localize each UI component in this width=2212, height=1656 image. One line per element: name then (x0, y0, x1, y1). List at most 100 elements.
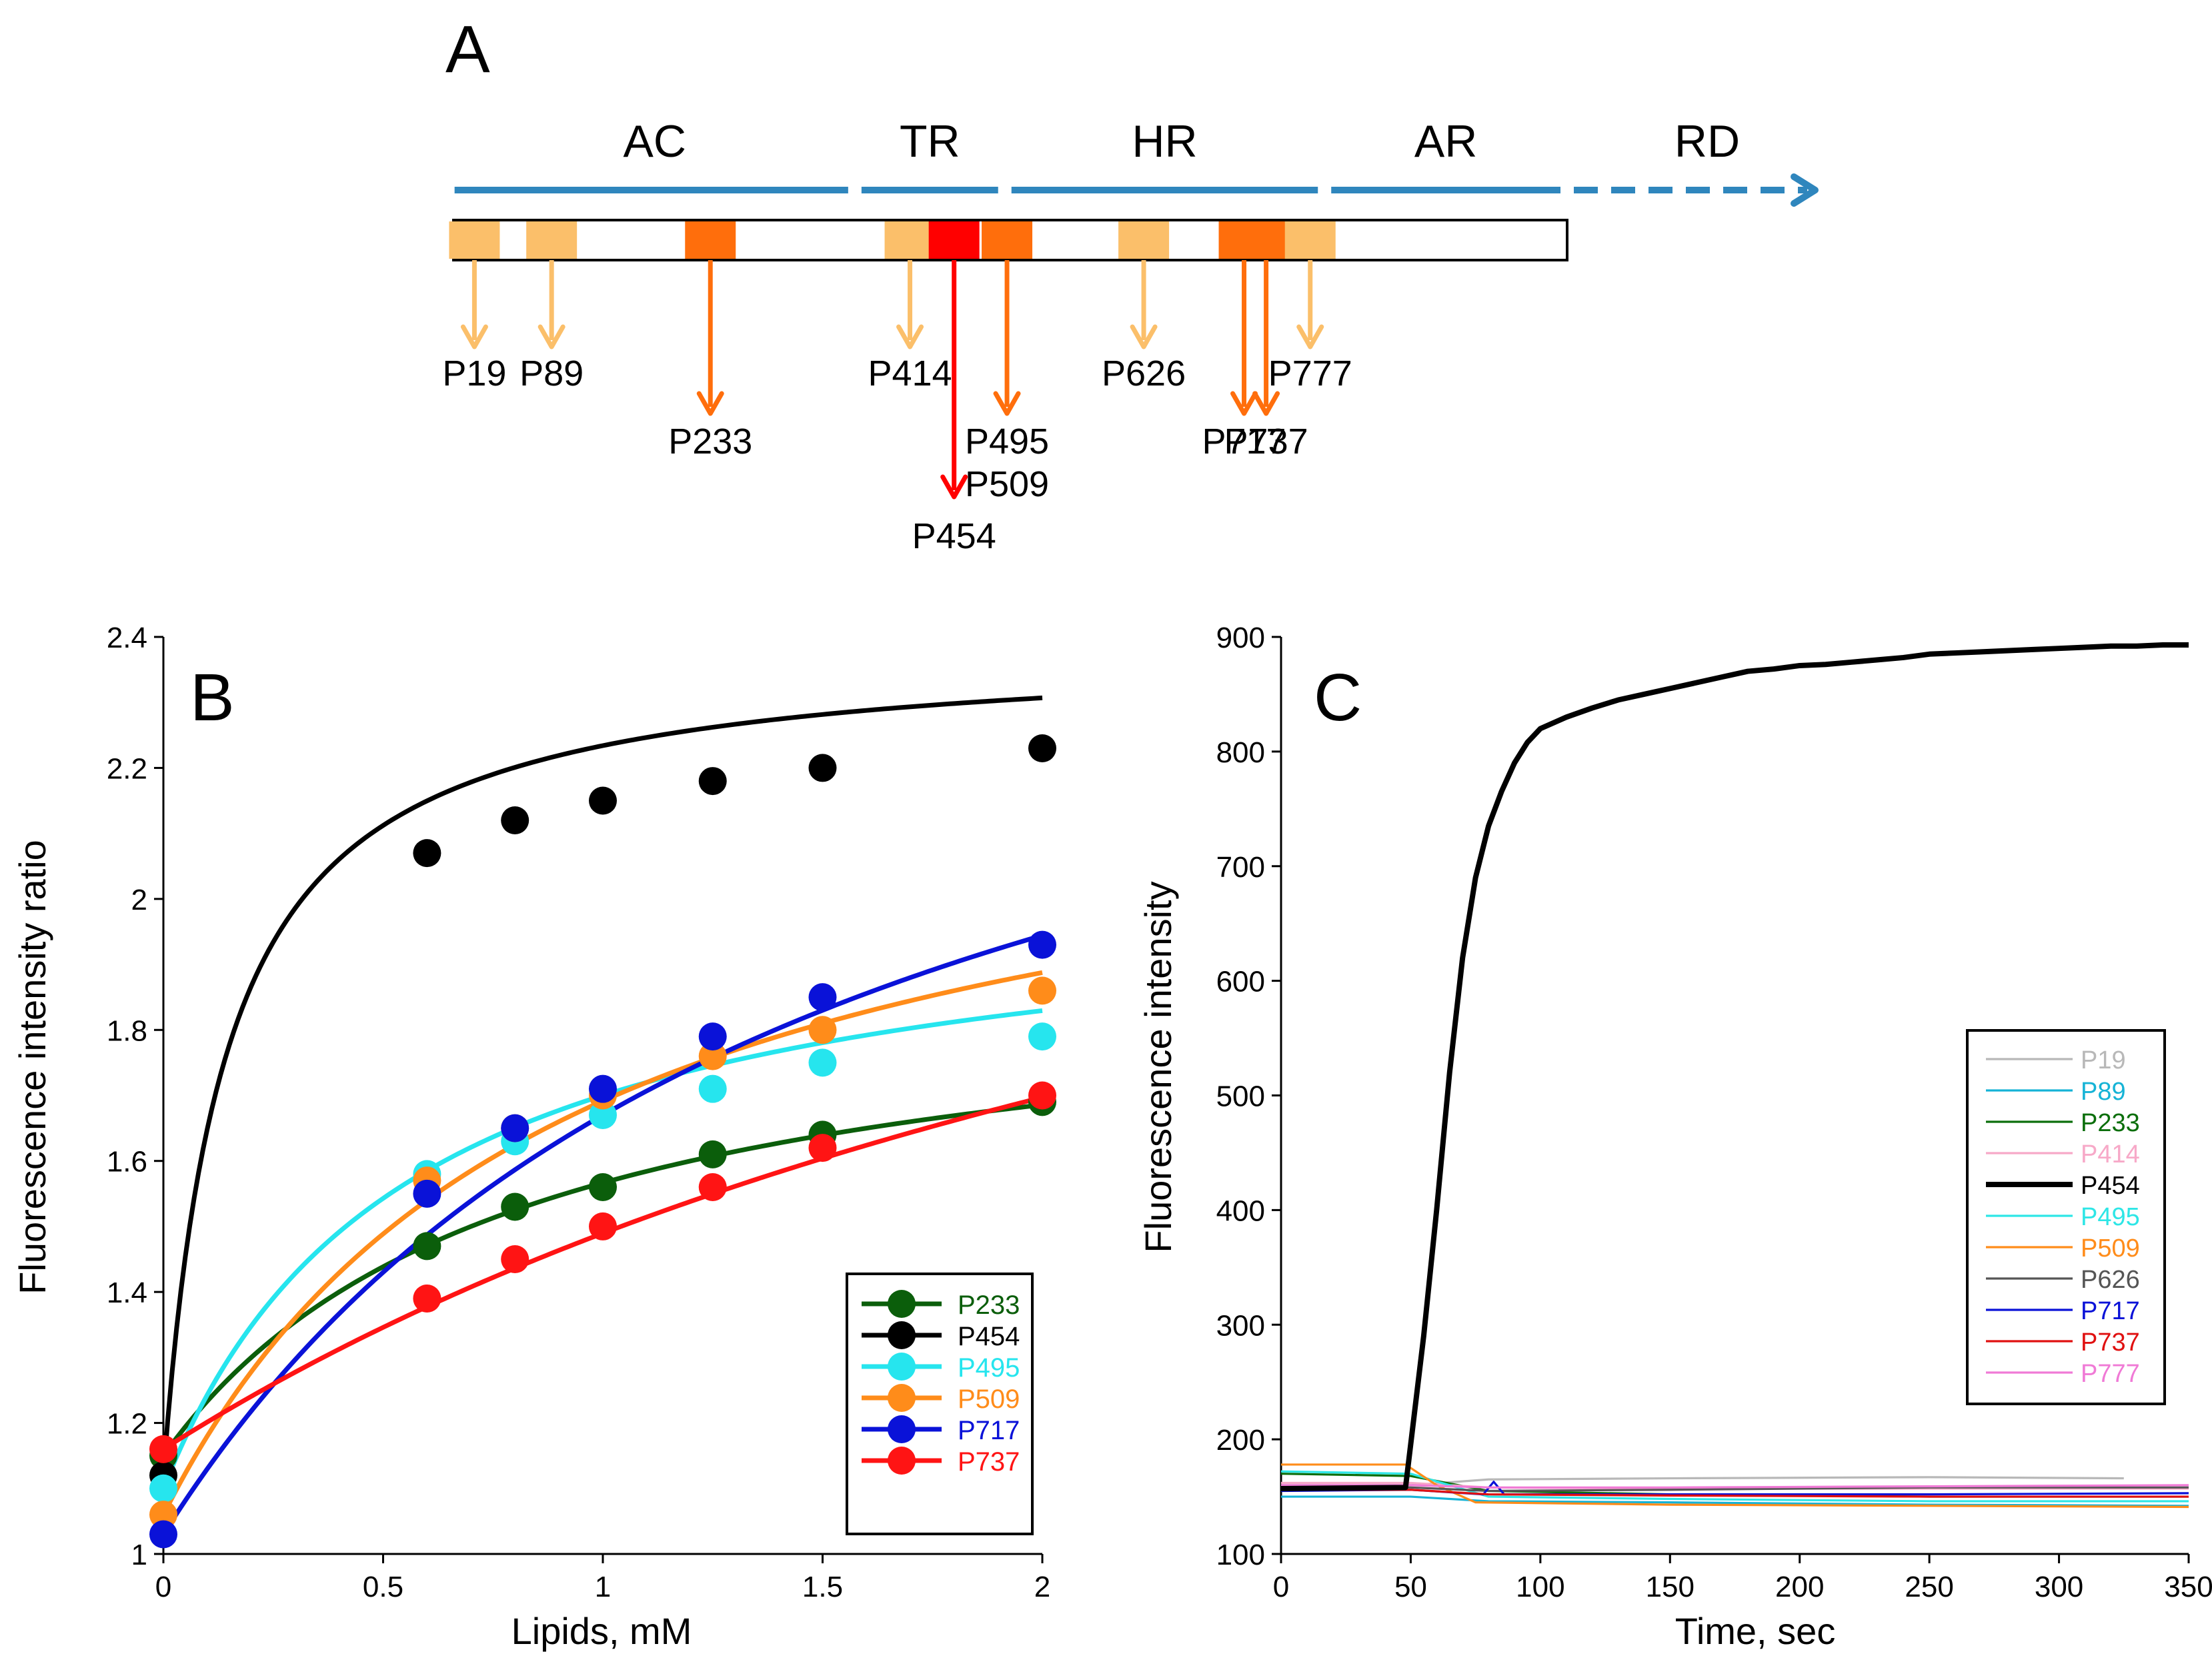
panel-c-x-tick-label: 100 (1516, 1571, 1564, 1603)
panel-c-y-axis-label: Fluorescence intensity (1137, 881, 1179, 1253)
region-label-ar: AR (1414, 116, 1477, 167)
data-point-p737 (149, 1435, 177, 1463)
panel-c-y-tick-label: 700 (1216, 851, 1265, 884)
panel-c-x-axis-label: Time, sec (1675, 1610, 1836, 1652)
legend-label-p89: P89 (2081, 1078, 2126, 1106)
data-point-p233 (589, 1173, 617, 1201)
data-point-p233 (698, 1140, 727, 1168)
legend-label-p495: P495 (958, 1353, 1020, 1383)
legend-label-p233: P233 (2081, 1109, 2140, 1137)
legend-label-p454: P454 (958, 1322, 1020, 1351)
data-point-p454 (698, 767, 727, 796)
data-point-p737 (413, 1284, 441, 1313)
legend-marker-p717 (888, 1415, 916, 1443)
data-point-p737 (808, 1134, 837, 1162)
panel-c-y-tick-label: 200 (1216, 1424, 1265, 1457)
data-point-p737 (698, 1173, 727, 1201)
panel-c-x-tick-label: 200 (1775, 1571, 1824, 1603)
site-label-p717: P717 (1202, 422, 1286, 462)
data-point-p454 (413, 839, 441, 868)
site-box-p626 (1118, 221, 1170, 259)
panel-c-x-tick-label: 50 (1394, 1571, 1427, 1603)
legend-label-p737: P737 (2081, 1329, 2140, 1357)
data-point-p454 (1028, 734, 1056, 762)
site-label-p414: P414 (868, 353, 952, 393)
panel-c-label: C (1314, 660, 1362, 735)
site-box-p414 (884, 221, 936, 259)
panel-b-x-tick-label: 0.5 (363, 1571, 403, 1603)
data-point-p717 (501, 1114, 529, 1142)
panel-c-x-tick-label: 300 (2035, 1571, 2083, 1603)
data-point-p495 (698, 1074, 727, 1103)
series-line-p509 (1281, 1463, 2189, 1509)
panel-b-label: B (190, 660, 235, 735)
arrow-down-icon (1252, 391, 1280, 416)
region-bars: AC TR HR AR RD (454, 116, 1819, 207)
site-label-p509: P509 (965, 464, 1049, 504)
legend-label-p495: P495 (2081, 1203, 2140, 1231)
panel-c-y-tick-label: 500 (1216, 1080, 1265, 1113)
domain-map-panel: A AC TR HR AR RD P19 P89P233P414P454P495P509P… (442, 12, 1819, 556)
data-point-p717 (589, 1074, 617, 1103)
legend-label-p509: P509 (2081, 1234, 2140, 1263)
site-label-p454: P454 (912, 516, 996, 556)
legend-marker-p737 (888, 1447, 916, 1475)
panel-b-y-tick-label: 1.2 (107, 1408, 147, 1441)
data-point-p717 (698, 1022, 727, 1051)
legend-label-p509: P509 (958, 1385, 1020, 1414)
data-point-p717 (1028, 930, 1056, 959)
panel-c-y-tick-label: 100 (1216, 1539, 1265, 1571)
data-point-p233 (413, 1232, 441, 1261)
panel-c-chart: C 100 200 300 400 500 600 700 800 900 0 50 100 150 20… (1137, 622, 2212, 1652)
legend-label-p717: P717 (2081, 1297, 2140, 1325)
panel-c-y-tick-label: 400 (1216, 1194, 1265, 1227)
data-point-p454 (589, 786, 617, 815)
site-label-p19: P19 (442, 353, 506, 393)
legend-marker-p509 (888, 1384, 916, 1412)
region-label-tr: TR (900, 116, 960, 167)
arrow-down-icon (1130, 324, 1158, 349)
data-point-p509 (698, 1042, 727, 1070)
panel-c-series-lines (1280, 642, 2189, 1509)
panel-c-x-tick-label: 350 (2164, 1571, 2212, 1603)
legend-label-p19: P19 (2081, 1046, 2126, 1074)
panel-a-label: A (445, 12, 490, 87)
arrow-head-icon (1791, 173, 1819, 207)
site-box-p454 (928, 221, 980, 259)
legend-label-p233: P233 (958, 1291, 1020, 1320)
legend-label-p737: P737 (958, 1447, 1020, 1477)
site-label-p626: P626 (1102, 353, 1186, 393)
panel-b-x-tick-label: 1.5 (802, 1571, 843, 1603)
arrow-down-icon (896, 324, 924, 349)
data-point-p495 (589, 1100, 617, 1129)
arrow-down-icon (1296, 324, 1324, 349)
data-point-p717 (808, 983, 837, 1012)
site-box-p777 (1284, 221, 1336, 259)
data-point-p717 (149, 1520, 177, 1549)
legend-label-p454: P454 (2081, 1172, 2140, 1200)
panel-c-x-tick-label: 0 (1273, 1571, 1289, 1603)
panel-b-x-axis-label: Lipids, mM (511, 1610, 692, 1652)
panel-c-y-tick-label: 600 (1216, 966, 1265, 998)
legend-box (846, 1273, 1034, 1535)
data-point-p717 (413, 1179, 441, 1208)
data-point-p509 (808, 1016, 837, 1044)
panel-b-y-tick-label: 1.6 (107, 1146, 147, 1178)
panel-b-y-tick-label: 2.2 (107, 752, 147, 785)
site-label-p233: P233 (668, 422, 752, 462)
data-point-p495 (808, 1048, 837, 1077)
series-line-p495 (1280, 1470, 2189, 1503)
panel-b-data-points (149, 734, 1056, 1549)
panel-b-chart: B 1 1.2 1.4 1.6 1.8 2 2.2 2.4 0 0.5 1 1.5 2 Lipids, … (11, 622, 1056, 1652)
region-label-rd: RD (1675, 116, 1740, 167)
region-label-hr: HR (1132, 116, 1197, 167)
legend-marker-p454 (888, 1321, 916, 1349)
panel-c-x-tick-label: 250 (1905, 1571, 1953, 1603)
site-label-p737: P737 (1224, 422, 1308, 462)
data-point-p737 (501, 1245, 529, 1274)
data-point-p737 (1028, 1081, 1056, 1110)
fit-curve-p454 (161, 695, 1043, 1476)
site-box-p233 (685, 221, 736, 259)
legend-marker-p495 (888, 1353, 916, 1381)
